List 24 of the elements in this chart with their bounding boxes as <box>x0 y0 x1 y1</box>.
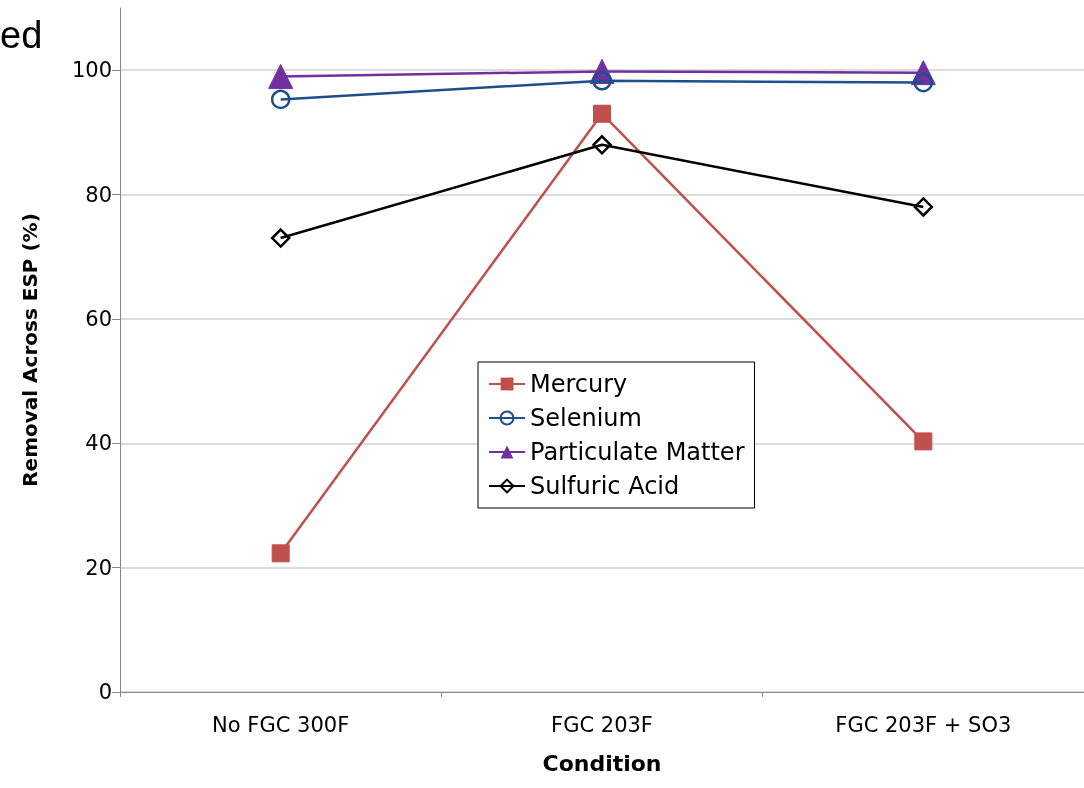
y-tick-label: 0 <box>98 680 112 704</box>
x-tick-label: FGC 203F + SO3 <box>835 712 1012 737</box>
point <box>268 63 294 89</box>
y-axis-title: Removal Across ESP (%) <box>18 213 42 487</box>
legend-label: Particulate Matter <box>530 438 745 466</box>
point <box>270 228 291 248</box>
point <box>592 135 612 155</box>
x-tick-label: FGC 203F <box>551 712 653 737</box>
text: ed <box>0 14 43 57</box>
y-tick-label: 40 <box>85 431 112 456</box>
y-tick-label: 60 <box>85 306 112 331</box>
point <box>913 197 934 217</box>
y-tick-label: 20 <box>85 555 112 580</box>
legend-label: Sulfuric Acid <box>530 472 680 500</box>
point <box>914 432 933 451</box>
point <box>270 89 291 110</box>
legend-label: Selenium <box>530 404 642 432</box>
x-axis-title: Condition <box>542 750 662 776</box>
legend-label: Mercury <box>530 370 628 398</box>
x-tick-label: No FGC 300F <box>212 712 350 737</box>
y-tick-label: 100 <box>71 58 112 83</box>
point <box>593 104 611 123</box>
point <box>271 544 290 563</box>
y-tick-label: 80 <box>85 182 112 207</box>
